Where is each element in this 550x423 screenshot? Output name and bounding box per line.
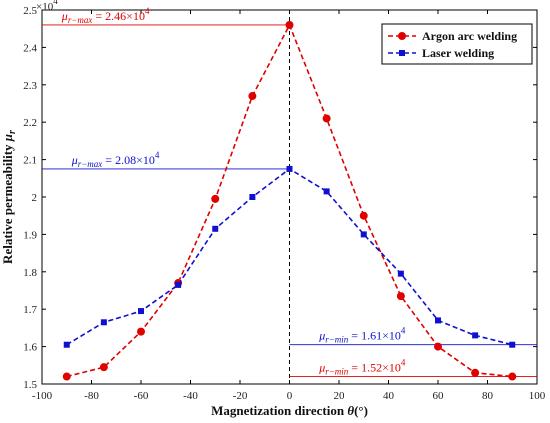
series-layer xyxy=(62,20,517,381)
data-point-square xyxy=(323,188,330,195)
legend-label-argon: Argon arc welding xyxy=(422,29,517,43)
x-tick-label: 100 xyxy=(529,390,546,402)
data-point-square xyxy=(435,317,441,324)
data-point-circle xyxy=(396,292,405,301)
legend-box xyxy=(381,23,533,65)
y-axis-label: Relative permeability μr xyxy=(0,130,18,264)
legend-entry-laser: Laser welding xyxy=(388,46,494,60)
annotation-argon-max: μr−max = 2.46×104 xyxy=(61,6,150,25)
x-tick-label: -20 xyxy=(233,390,248,402)
x-tick-label: -60 xyxy=(134,390,149,402)
x-tick-label: -80 xyxy=(84,390,99,402)
data-point-square xyxy=(472,332,479,339)
y-exponent: ×104 xyxy=(36,0,58,13)
data-point-square xyxy=(509,341,516,348)
legend-marker-argon xyxy=(398,32,406,40)
x-tick-label: -40 xyxy=(183,390,198,402)
y-tick-label: 1.5 xyxy=(23,379,37,391)
y-tick-label: 1.6 xyxy=(23,342,37,354)
x-tick-label: 20 xyxy=(334,390,346,402)
legend-label-laser: Laser welding xyxy=(422,46,494,60)
data-point-square xyxy=(212,225,219,232)
y-tick-label: 2.2 xyxy=(23,117,37,129)
data-point-circle xyxy=(248,92,257,101)
data-point-circle xyxy=(508,372,517,381)
y-tick-label: 2.1 xyxy=(23,155,37,167)
data-point-square xyxy=(249,194,256,200)
data-point-circle xyxy=(471,368,480,377)
legend-marker-laser xyxy=(399,50,405,56)
annotation-laser-max: μr−max = 2.08×104 xyxy=(71,150,160,169)
data-point-circle xyxy=(285,20,294,29)
data-point-circle xyxy=(211,194,220,203)
y-tick-label: 1.8 xyxy=(23,267,37,279)
x-axis-label: Magnetization direction θ(°) xyxy=(211,403,368,418)
y-tick-label: 1.9 xyxy=(23,229,37,241)
x-tick-label: -100 xyxy=(32,390,53,402)
y-tick-label: 2.5 xyxy=(23,5,37,17)
data-point-square xyxy=(360,231,367,238)
x-tick-label: 40 xyxy=(383,390,395,402)
annotation-argon-min: μr−min = 1.52×104 xyxy=(318,358,406,377)
y-tick-label: 1.7 xyxy=(23,304,37,316)
legend: Argon arc welding Laser welding xyxy=(381,23,533,65)
annotations-layer: μr−max = 2.46×104 μr−max = 2.08×104 μr−m… xyxy=(61,6,406,377)
data-point-circle xyxy=(137,327,145,336)
data-point-circle xyxy=(62,372,71,381)
data-point-square xyxy=(63,341,70,348)
data-point-circle xyxy=(322,114,331,123)
data-point-square xyxy=(138,308,144,315)
ticks-layer: -100 -80 -60 -40 -20 0 20 40 60 80 100 1.5 1.6 1.7 1.8… xyxy=(23,5,546,402)
y-tick-label: 2.3 xyxy=(23,80,37,92)
x-tick-label: 60 xyxy=(433,390,445,402)
data-point-circle xyxy=(99,363,108,372)
y-tick-label: 2 xyxy=(32,192,38,204)
data-point-circle xyxy=(359,211,368,220)
legend-entry-argon: Argon arc welding xyxy=(388,29,517,43)
data-point-square xyxy=(175,281,182,288)
y-tick-label: 2.4 xyxy=(23,42,37,54)
x-tick-label: 80 xyxy=(482,390,494,402)
data-point-square xyxy=(397,270,404,277)
x-tick-label: 0 xyxy=(287,390,293,402)
data-point-square xyxy=(286,165,293,172)
data-point-circle xyxy=(434,342,442,351)
reference-lines xyxy=(42,10,537,384)
data-point-square xyxy=(100,319,107,326)
annotation-laser-min: μr−min = 1.61×104 xyxy=(318,326,406,345)
